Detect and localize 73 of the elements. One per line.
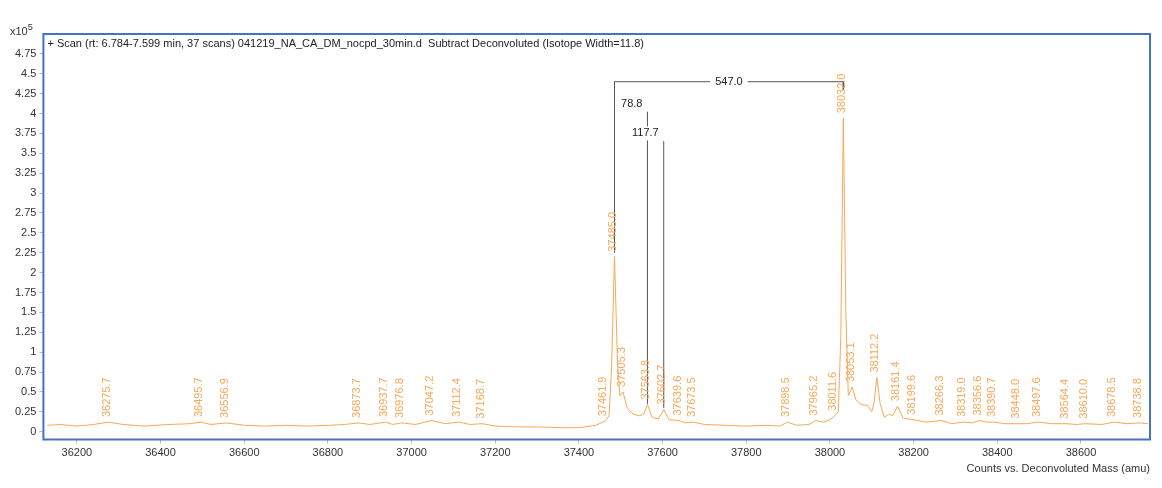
y-tick-label: 4 [30,106,37,119]
annotation: 37047.2 [422,375,435,416]
annotation: 38610.0 [1076,378,1089,419]
y-tick-label: 0.75 [14,365,37,378]
y-tick-label: 1.75 [14,285,37,298]
annotation: 38011.6 [826,371,839,411]
x-tick-label: 36600 [228,446,260,459]
y-tick-label: 0 [30,424,37,437]
annotation: 38497.6 [1029,377,1042,418]
x-tick-label: 37400 [563,446,595,459]
annotation: 36556.9 [217,378,230,418]
y-tick-label: 0.25 [14,404,37,417]
x-tick-label: 38200 [898,446,929,459]
x-tick-label: 37000 [396,446,427,459]
y-tick-label: 2.75 [14,205,37,218]
x-tick-label: 36400 [145,446,176,459]
x-tick-label: 37200 [479,446,511,459]
annotation: 38199.6 [904,374,917,415]
annotation: 37563.8 [638,359,651,400]
annotation: 38738.8 [1130,378,1143,418]
y-tick-label: 3.5 [21,146,37,159]
y-tick-label: 0.5 [21,384,37,397]
annotation: 37965.2 [806,375,819,416]
x-tick-label: 38400 [982,446,1013,459]
x-tick-label: 38000 [814,446,846,459]
annotation: 38161.4 [889,361,901,402]
y-tick-label: 1.25 [14,325,37,338]
chart-title: + Scan (rt: 6.784-7.599 min, 37 scans) 041219_NA_CA_DM_nocpd_30min.d Subtract Deconvoluted (Isotope Width=11.8) [47,37,644,50]
annotation: 38564.4 [1057,378,1070,419]
series-label: 547.0 [715,74,743,87]
x-tick-label: 36200 [61,446,93,459]
annotation: 38053.1 [843,342,856,383]
y-tick-label: 2.25 [14,245,37,258]
y-tick-label: 1 [30,345,37,358]
y-tick-label: 3.75 [14,126,37,139]
y-tick-label: 2 [30,265,37,278]
annotation: 37673.5 [684,377,697,418]
annotation: 38032.0 [834,73,847,114]
annotation: 36275.7 [100,377,113,418]
annotation: 38390.7 [984,377,997,418]
annotation: 36976.8 [393,378,406,418]
y-tick-label: 4.25 [14,86,37,99]
annotation: 36873.7 [350,378,363,418]
annotation: 37168.7 [473,378,486,419]
annotation: 36495.7 [192,377,205,418]
y-tick-label: 3.25 [14,166,37,179]
annotation: 38448.0 [1008,378,1021,419]
annotation: 37461.9 [596,376,609,417]
annotation: 37602.7 [655,364,668,405]
annotation: 38266.3 [932,375,945,416]
series-label: 78.8 [621,96,643,109]
x-tick-label: 37600 [647,446,678,459]
series-label: 117.7 [632,126,659,139]
y-axis-title: x10$^{5}$ [10,22,33,37]
x-tick-label: 37800 [730,446,762,459]
annotation: 37505.3 [614,347,627,387]
x-tick-label: 36800 [312,446,344,459]
y-tick-label: 4.75 [14,46,37,59]
y-tick-label: 2.5 [21,225,37,238]
annotation: 37112.4 [450,378,463,418]
annotation: 37639.6 [670,375,683,416]
annotation: 38356.6 [970,375,983,416]
annotation: 37898.5 [779,377,792,418]
x-tick-label: 38600 [1065,446,1097,459]
y-tick-label: 1.5 [21,305,37,318]
annotation: 38678.5 [1105,377,1118,418]
annotation: 37485.0 [606,211,619,252]
annotation: 36937.7 [377,377,390,418]
x-axis-title: Counts vs. Deconvoluted Mass (amu) [966,462,1150,475]
y-tick-label: 4.5 [21,66,37,79]
annotation: 38112.2 [868,333,881,373]
y-tick-label: 3 [30,186,37,199]
annotation: 38319.0 [954,377,967,418]
